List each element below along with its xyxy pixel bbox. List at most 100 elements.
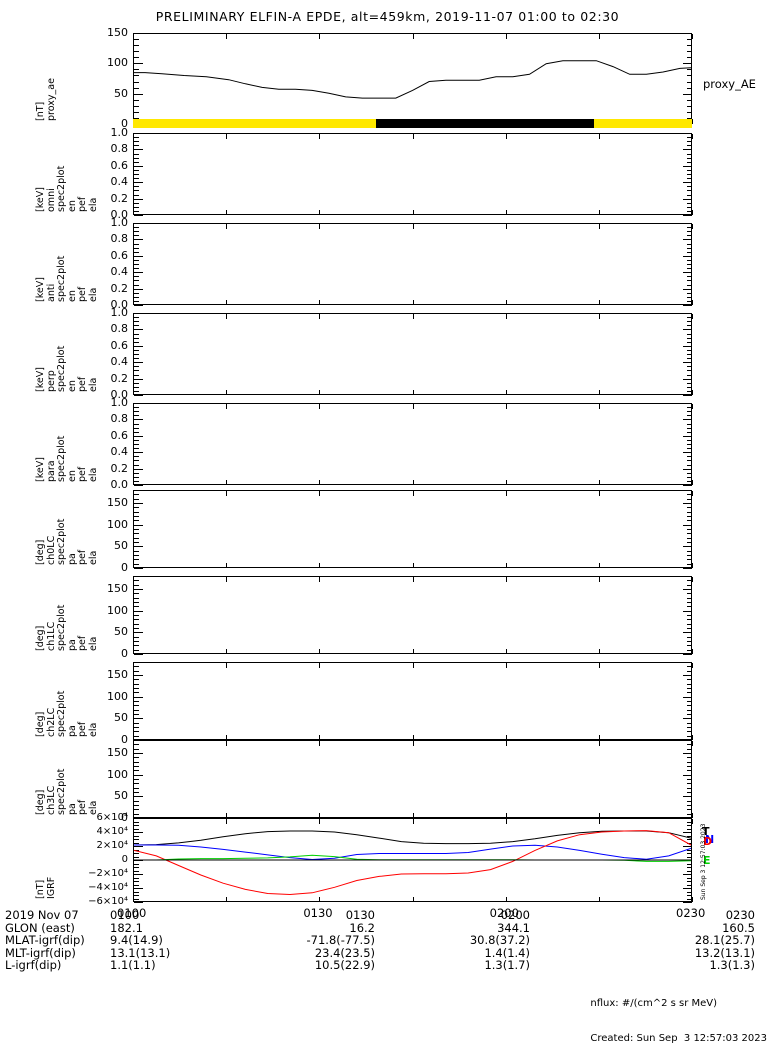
y-tick-label-en-perp: 0.0 [110, 388, 129, 401]
ephemeris-row-label: L-igrf(dip) [5, 958, 62, 973]
y-minor-tick [687, 382, 692, 384]
y-minor-tick [687, 800, 692, 802]
y-minor-tick [687, 111, 692, 113]
x-tick [319, 577, 321, 582]
igrf-legend-t: T [702, 825, 710, 838]
y-minor-tick [134, 366, 139, 368]
x-tick [598, 563, 600, 568]
y-minor-tick [134, 403, 139, 404]
x-tick [133, 300, 134, 305]
x-tick [226, 480, 228, 485]
y-minor-tick [134, 321, 139, 323]
x-tick [505, 34, 507, 39]
x-tick [319, 735, 321, 740]
y-minor-tick [687, 178, 692, 180]
y-minor-tick [134, 117, 139, 119]
x-tick [319, 819, 321, 824]
y-minor-tick [687, 550, 692, 552]
y-minor-tick [687, 329, 692, 331]
y-minor-tick [134, 542, 139, 543]
y-minor-tick [134, 157, 139, 159]
x-tick [226, 491, 228, 496]
x-tick [226, 741, 228, 746]
y-minor-tick [687, 870, 692, 872]
y-minor-tick [134, 902, 139, 903]
x-tick [133, 134, 134, 139]
y-minor-tick [687, 666, 692, 668]
x-tick [505, 224, 507, 229]
y-minor-tick [134, 386, 139, 388]
y-tick-label-pa-ch2lc: 0 [121, 733, 128, 746]
x-tick-label: 0230 [676, 906, 706, 920]
status-bar-segment [376, 119, 595, 128]
y-minor-tick [134, 809, 139, 811]
y-minor-tick [687, 419, 692, 421]
y-minor-tick [687, 884, 692, 886]
x-tick [505, 813, 507, 818]
x-tick [692, 134, 693, 139]
x-tick [226, 897, 228, 902]
y-minor-tick [687, 415, 692, 417]
y-minor-tick [687, 727, 692, 728]
y-minor-tick [687, 576, 692, 577]
y-minor-tick [134, 898, 139, 900]
x-tick [505, 649, 507, 654]
x-tick [598, 300, 600, 305]
y-minor-tick [134, 783, 139, 785]
y-minor-tick [687, 853, 692, 854]
y-minor-tick [687, 731, 692, 733]
y-minor-tick [687, 805, 692, 806]
panel-axis-label-en-anti: [keV] [35, 277, 46, 302]
y-minor-tick [134, 835, 139, 837]
x-tick [692, 577, 693, 582]
x-tick [412, 491, 414, 496]
y-minor-tick [687, 288, 692, 290]
x-tick [505, 741, 507, 746]
y-minor-tick [134, 464, 139, 466]
y-minor-tick [134, 636, 139, 638]
ephemeris-value: 0100 [110, 908, 140, 922]
y-minor-tick [687, 683, 692, 685]
y-minor-tick [687, 490, 692, 491]
x-tick [133, 390, 134, 395]
y-tick-label-en-anti: 0.0 [110, 298, 129, 311]
y-minor-tick [687, 787, 692, 789]
y-minor-tick [134, 390, 139, 392]
panel-axis-label-en-omni: omni [45, 188, 57, 212]
y-minor-tick [134, 202, 139, 204]
y-minor-tick [687, 153, 692, 155]
x-tick [226, 649, 228, 654]
y-minor-tick [687, 821, 692, 823]
ephemeris-value: 13.1(13.1) [110, 945, 171, 960]
y-tick-label-pa-ch2lc: 100 [107, 689, 128, 703]
panel-frame-en-anti [133, 223, 692, 305]
x-tick [598, 404, 600, 409]
y-tick-label-pa-ch2lc: 150 [107, 668, 128, 681]
y-minor-tick [687, 99, 692, 101]
y-tick-label-pa-ch1lc: 0 [121, 647, 128, 660]
y-minor-tick [134, 99, 139, 101]
y-minor-tick [134, 69, 139, 71]
y-minor-tick [687, 555, 692, 556]
y-minor-tick [134, 679, 139, 681]
x-tick [692, 314, 693, 319]
y-minor-tick [687, 243, 692, 245]
y-minor-tick [134, 476, 139, 478]
y-minor-tick [134, 753, 139, 754]
ephemeris-value: 1.4(1.4) [484, 945, 530, 960]
y-minor-tick [134, 533, 139, 535]
y-minor-tick [687, 300, 692, 302]
y-tick-label-en-anti: 0.4 [110, 265, 129, 279]
y-minor-tick [687, 149, 692, 151]
y-tick-label-en-anti: 0.6 [110, 248, 129, 262]
panel-axis-label-proxy-ae: [nT] [35, 101, 46, 121]
y-minor-tick [687, 696, 692, 698]
x-tick [412, 563, 414, 568]
panel-axis-label-en-perp: spec2plot [56, 345, 67, 392]
y-minor-tick [134, 280, 139, 282]
y-minor-tick [687, 718, 692, 720]
y-minor-tick [687, 231, 692, 233]
y-minor-tick [134, 832, 139, 833]
y-minor-tick [687, 370, 692, 372]
x-tick [692, 649, 693, 654]
